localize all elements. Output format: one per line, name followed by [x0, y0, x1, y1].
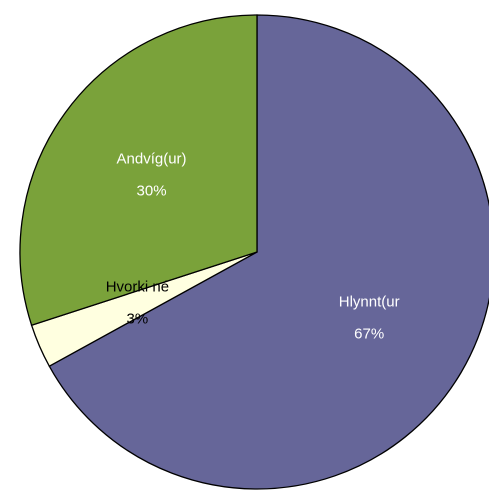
pie-slice [48, 14, 489, 490]
slice-label: Hvorki né [106, 279, 169, 296]
slice-label: Hlynnt(ur [339, 293, 400, 310]
pie-slice [19, 14, 258, 327]
value-label: 30% [137, 182, 167, 199]
value-label: 67% [354, 325, 384, 342]
value-label: 3% [127, 311, 149, 328]
slice-label: Andvíg(ur) [117, 150, 187, 167]
